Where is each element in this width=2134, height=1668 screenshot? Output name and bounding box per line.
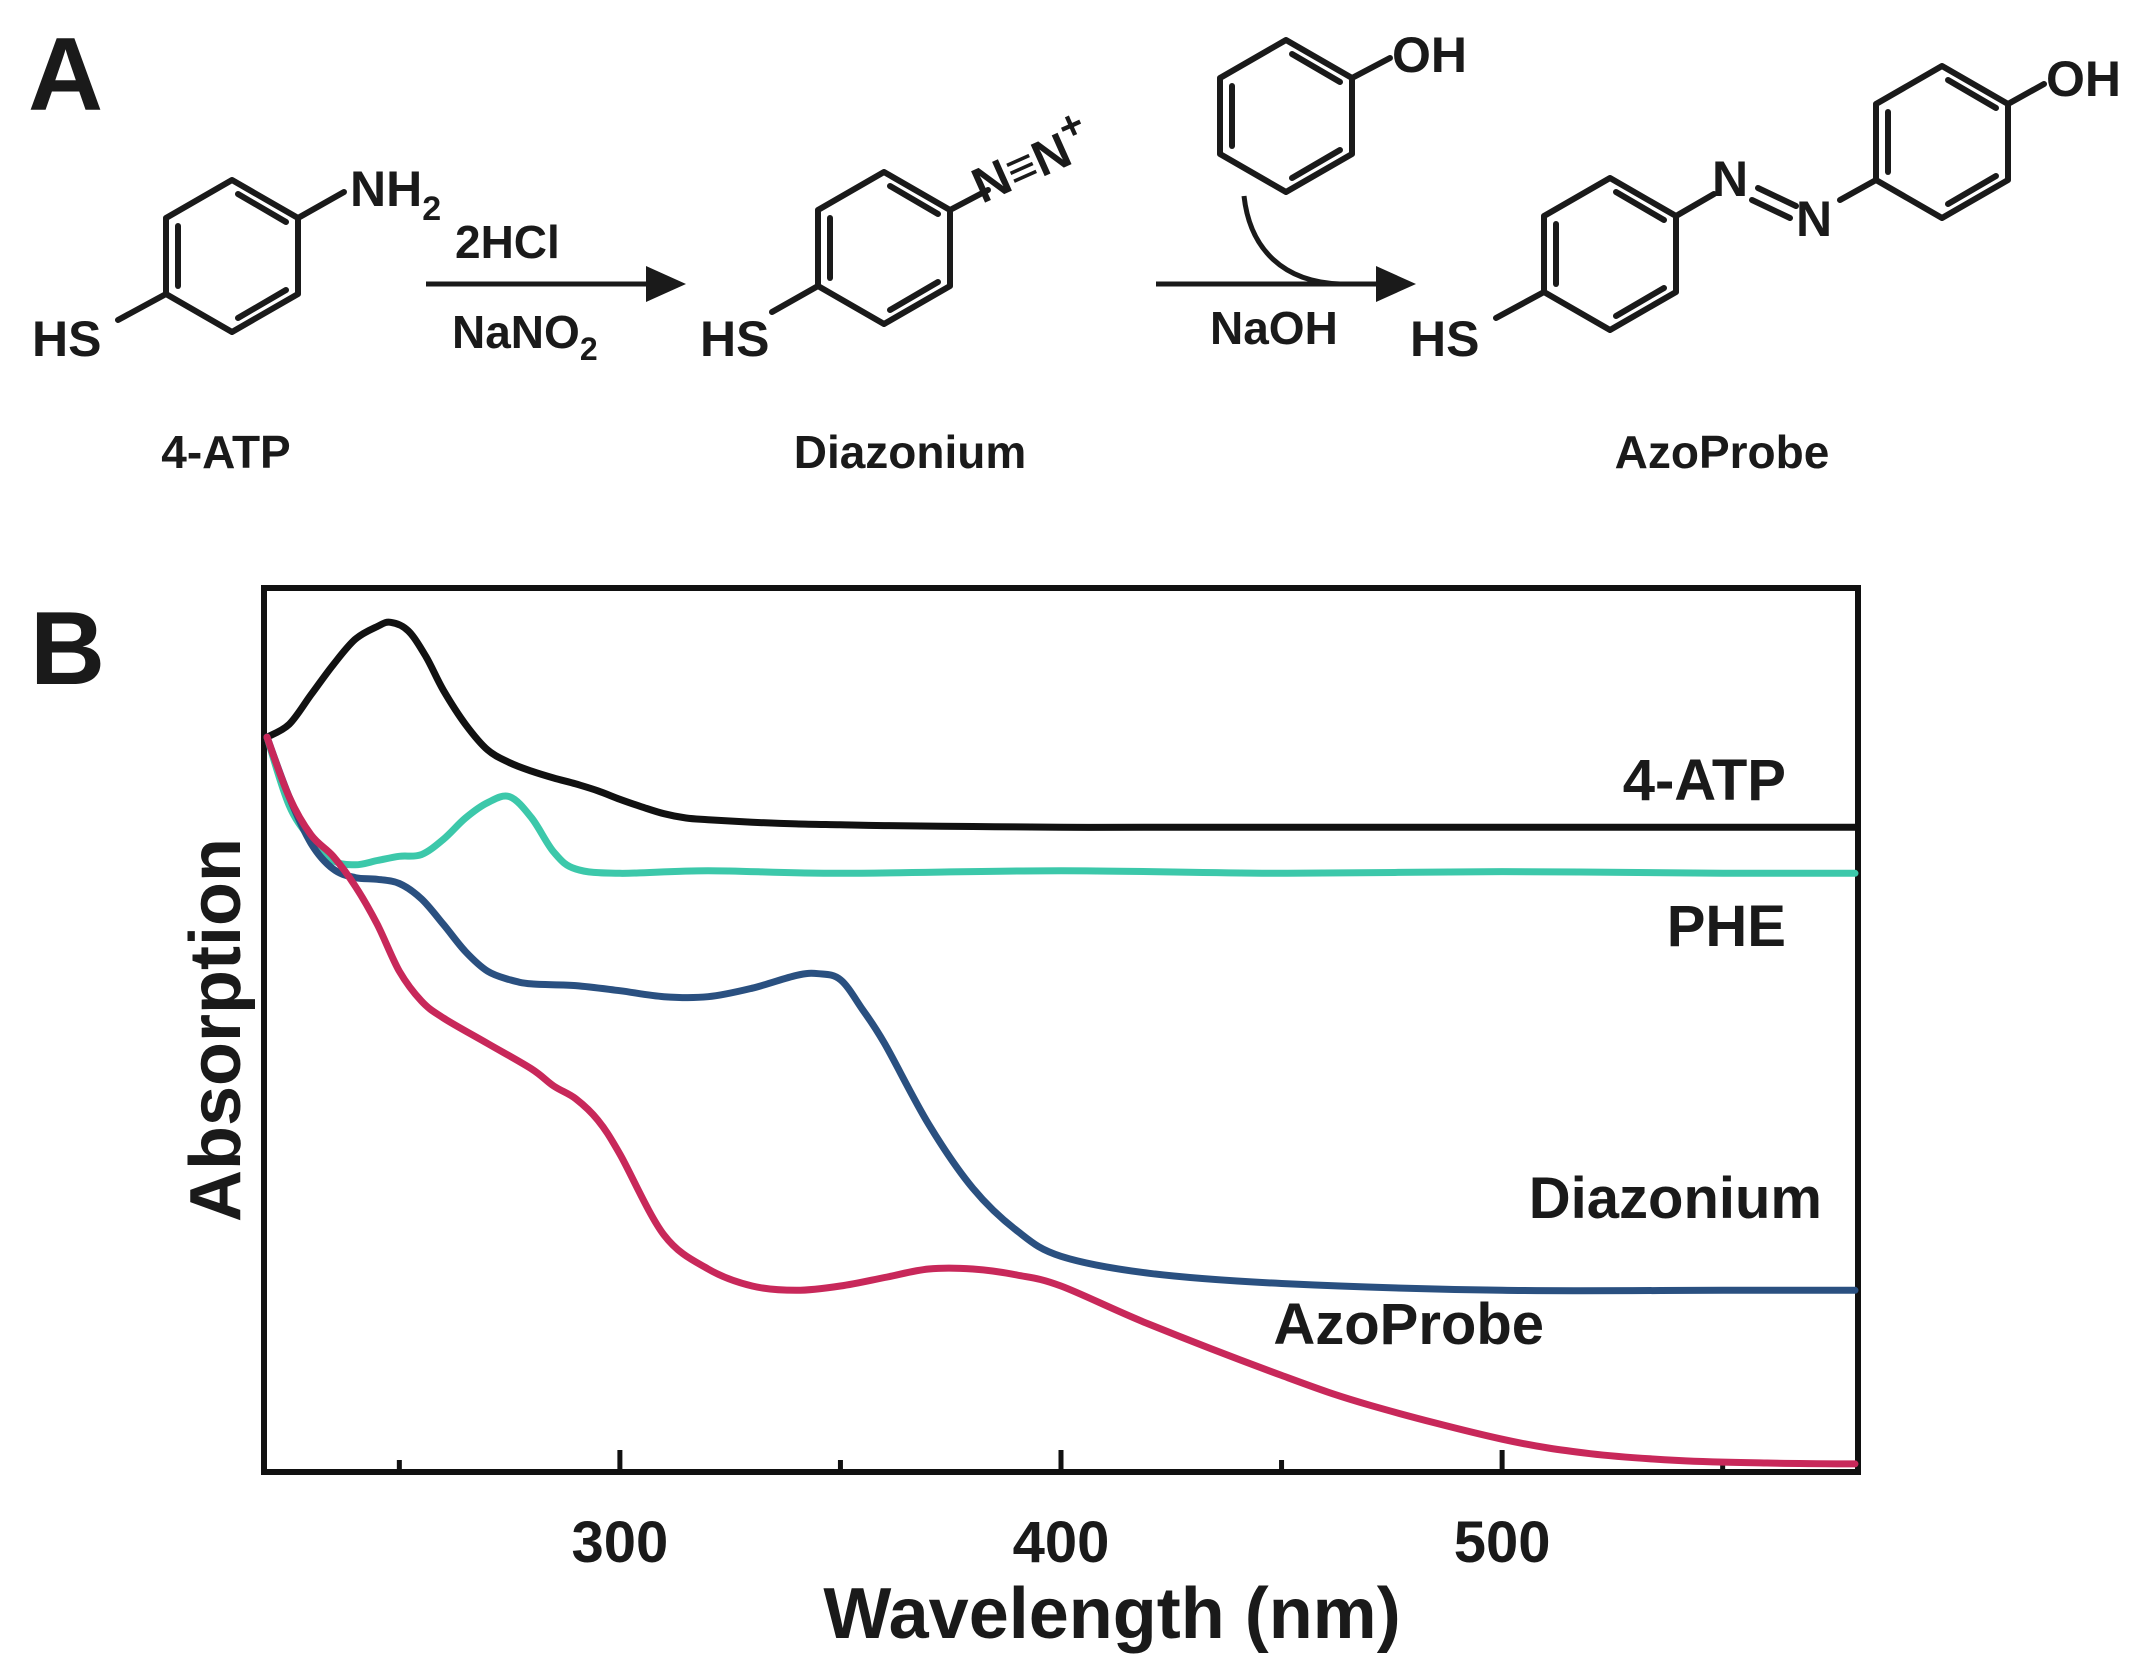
atom-azo-n1: N [1712,151,1748,207]
benzene-ring-4-atp [163,177,301,335]
atom-hs-diazonium: HS [700,311,769,367]
atom-hs-azoprobe: HS [1410,311,1479,367]
atom-oh-azoprobe: OH [2046,51,2121,107]
ring-double-bond [1289,147,1343,181]
bond-oh [2005,81,2047,107]
series-label-phe: PHE [1667,894,1786,959]
series-lines [263,618,1859,1468]
ring-double-bond [1945,173,1999,207]
bond-n [947,187,991,213]
benzene-ring-azoprobe-left [1541,175,1679,333]
series-line-phe [263,733,1859,877]
reaction-arrow-step2 [1156,195,1416,302]
panel-b: B 300 400 500 Wavelength (nm) Absorption 4… [30,585,1861,1654]
x-axis-ticks [396,1450,1726,1472]
ring-double-bond [887,183,941,217]
series-label-4-atp: 4-ATP [1623,748,1786,813]
series-line-4-atp [263,618,1859,831]
phenol-addition-curve [1241,195,1341,287]
ring-double-bond [235,191,289,225]
x-tick-label-300: 300 [571,1510,668,1575]
reagent-2hcl: 2HCl [455,216,560,268]
benzene-ring-azoprobe-right [1873,63,2011,221]
atom-nh2: NH2 [350,161,441,228]
molecule-4-atp [115,177,347,335]
bond-hs [769,283,821,315]
molecule-phenol [1217,37,1393,195]
atom-oh-phenol: OH [1392,27,1467,83]
arrow-head-step1 [646,266,686,302]
bond-nh2 [295,189,347,221]
panel-a: A HS NH2 4-ATP 2HCl NaNO2 HS [28,17,2121,478]
plot-frame [261,585,1861,1475]
benzene-ring-diazonium [815,169,953,327]
ring-double-bond [887,279,941,313]
atom-hs-4-atp: HS [32,311,101,367]
ring-double-bond [1613,285,1667,319]
compound-name-4-atp: 4-ATP [161,426,291,478]
bond-hs [115,291,169,323]
reagent-naoh: NaOH [1210,302,1338,354]
ring-double-bond [235,287,289,321]
compound-name-diazonium: Diazonium [794,426,1027,478]
reaction-arrow-step1 [426,266,686,302]
molecule-diazonium [769,169,991,327]
bond-azo-double [1755,185,1799,209]
ring-double-bond [1945,77,1999,111]
x-tick-label-500: 500 [1454,1510,1551,1575]
x-tick-label-400: 400 [1013,1510,1110,1575]
bond-azo-right [1837,177,1879,203]
x-axis-title: Wavelength (nm) [823,1574,1400,1654]
benzene-ring-phenol [1217,37,1355,195]
reagent-nano2: NaNO2 [452,306,598,367]
y-axis-title: Absorption [176,838,256,1222]
x-axis-tick-labels: 300 400 500 [571,1510,1550,1575]
series-line-azoprobe [263,733,1859,1468]
bond-azo-left [1673,191,1717,219]
compound-name-azoprobe: AzoProbe [1615,426,1830,478]
series-line-diazonium [263,733,1859,1295]
ring-double-bond [1613,189,1667,223]
atom-diazonium-group: N≡N+ [959,101,1101,214]
bond-hs [1493,289,1547,321]
bond-oh [1349,55,1393,81]
arrow-head-step2 [1376,266,1416,302]
series-label-diazonium: Diazonium [1529,1166,1822,1231]
molecule-azoprobe [1493,63,2047,333]
series-label-azoprobe: AzoProbe [1273,1292,1544,1357]
ring-double-bond [1289,51,1343,85]
bond-azo-double-second [1749,197,1793,221]
atom-azo-n2: N [1796,191,1832,247]
panel-letter-b: B [30,591,105,707]
panel-letter-a: A [28,17,103,133]
